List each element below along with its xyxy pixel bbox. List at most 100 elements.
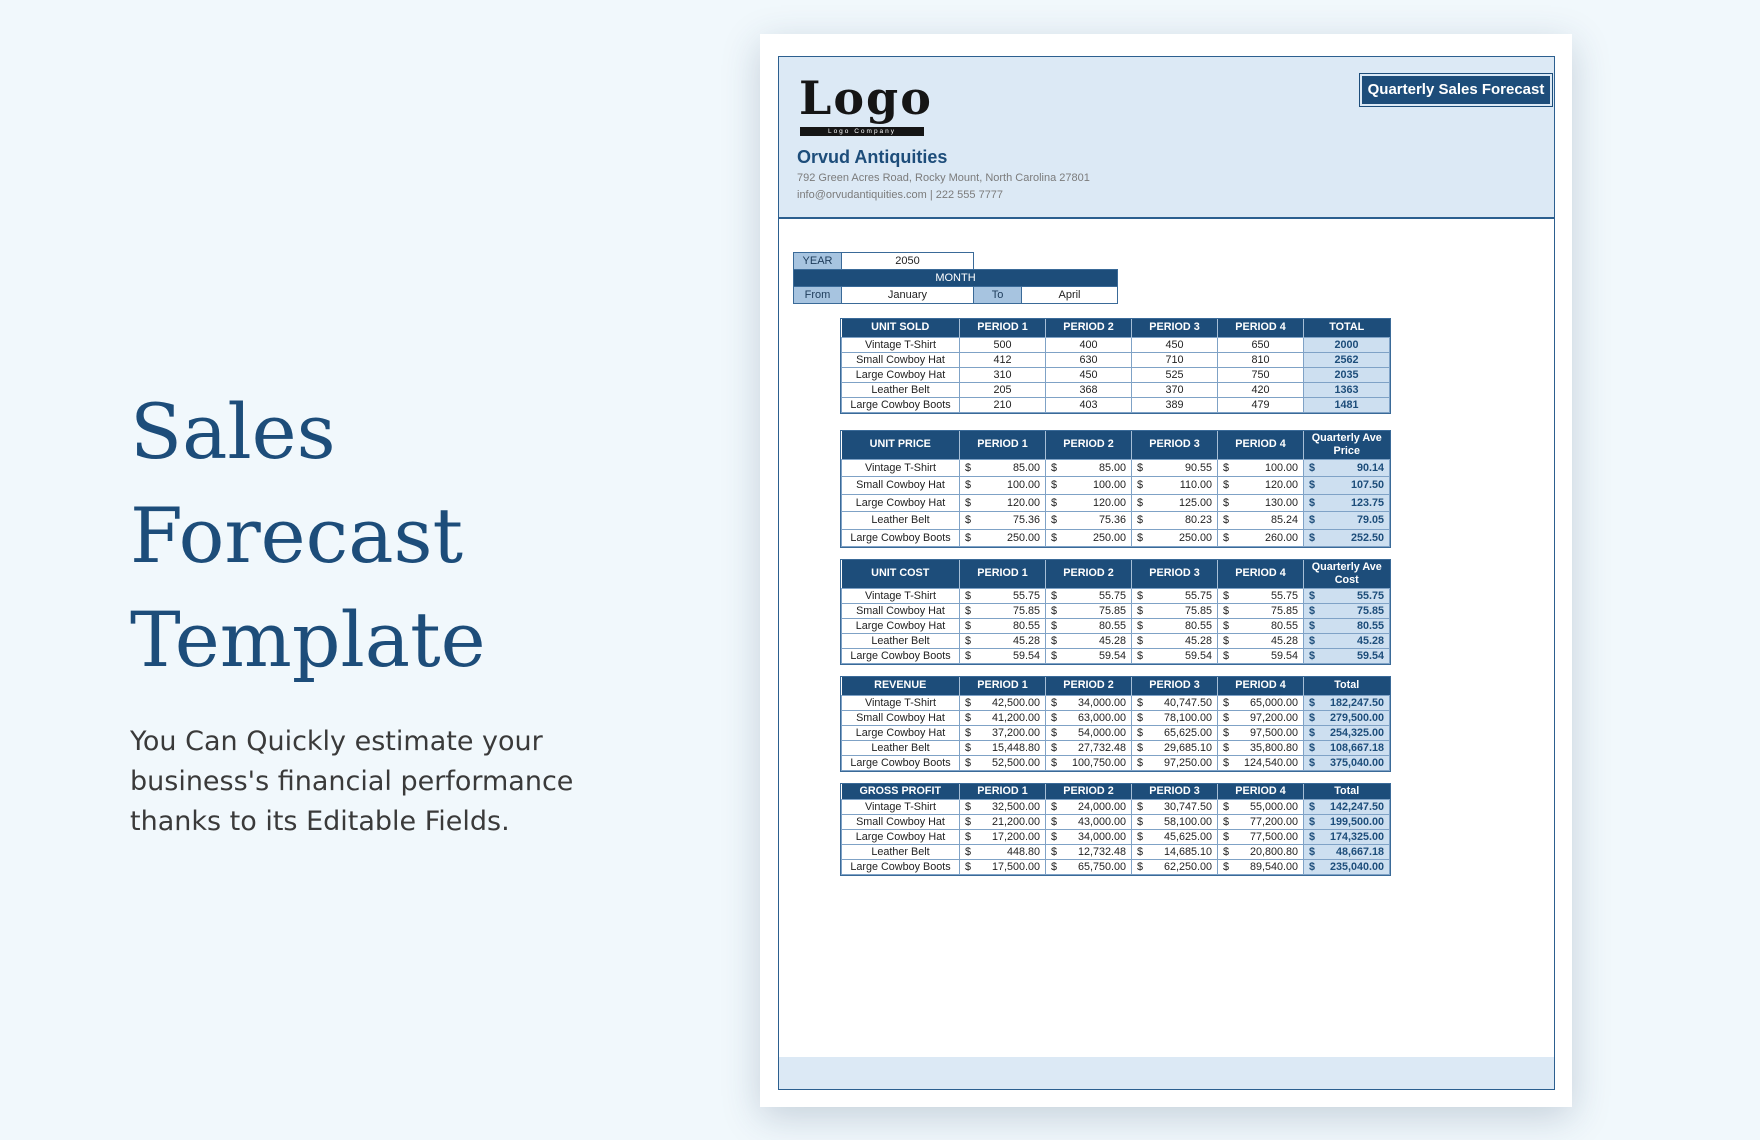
value-cell[interactable]: 525 xyxy=(1131,366,1218,383)
value-cell[interactable]: $85.24 xyxy=(1217,511,1304,530)
value-cell[interactable]: $34,000.00 xyxy=(1045,828,1132,845)
value-cell[interactable]: $52,500.00 xyxy=(959,754,1046,771)
value-cell[interactable]: $120.00 xyxy=(959,493,1046,512)
value-cell[interactable]: $250.00 xyxy=(959,528,1046,547)
year-field[interactable]: 2050 xyxy=(841,252,974,270)
value-cell[interactable]: $77,500.00 xyxy=(1217,828,1304,845)
value-cell[interactable]: 450 xyxy=(1131,336,1218,353)
value-cell[interactable]: 403 xyxy=(1045,396,1132,413)
value-cell[interactable]: $75.85 xyxy=(959,602,1046,619)
value-cell[interactable]: $55,000.00 xyxy=(1217,798,1304,815)
company-contact[interactable]: info@orvudantiquities.com | 222 555 7777 xyxy=(797,189,1004,201)
value-cell[interactable]: 412 xyxy=(959,351,1046,368)
value-cell[interactable]: $120.00 xyxy=(1045,493,1132,512)
value-cell[interactable]: $34,000.00 xyxy=(1045,694,1132,711)
value-cell[interactable]: $29,685.10 xyxy=(1131,739,1218,756)
value-cell[interactable]: $45.28 xyxy=(1131,632,1218,649)
value-cell[interactable]: $120.00 xyxy=(1217,476,1304,495)
value-cell[interactable]: 479 xyxy=(1217,396,1304,413)
value-cell[interactable]: $20,800.80 xyxy=(1217,843,1304,860)
value-cell[interactable]: $55.75 xyxy=(959,587,1046,604)
value-cell[interactable]: $59.54 xyxy=(1045,647,1132,664)
value-cell[interactable]: 368 xyxy=(1045,381,1132,398)
value-cell[interactable]: $75.36 xyxy=(959,511,1046,530)
from-month-field[interactable]: January xyxy=(841,286,974,304)
value-cell[interactable]: 500 xyxy=(959,336,1046,353)
value-cell[interactable]: $97,200.00 xyxy=(1217,709,1304,726)
value-cell[interactable]: $14,685.10 xyxy=(1131,843,1218,860)
value-cell[interactable]: 389 xyxy=(1131,396,1218,413)
value-cell[interactable]: 310 xyxy=(959,366,1046,383)
value-cell[interactable]: 420 xyxy=(1217,381,1304,398)
value-cell[interactable]: $45.28 xyxy=(1217,632,1304,649)
value-cell[interactable]: $17,200.00 xyxy=(959,828,1046,845)
value-cell[interactable]: $65,625.00 xyxy=(1131,724,1218,741)
value-cell[interactable]: $80.23 xyxy=(1131,511,1218,530)
value-cell[interactable]: $75.85 xyxy=(1045,602,1132,619)
to-month-field[interactable]: April xyxy=(1021,286,1118,304)
value-cell[interactable]: $43,000.00 xyxy=(1045,813,1132,830)
value-cell[interactable]: $80.55 xyxy=(1131,617,1218,634)
value-cell[interactable]: $77,200.00 xyxy=(1217,813,1304,830)
value-cell[interactable]: $24,000.00 xyxy=(1045,798,1132,815)
value-cell[interactable]: $85.00 xyxy=(959,458,1046,477)
value-cell[interactable]: $100,750.00 xyxy=(1045,754,1132,771)
value-cell[interactable]: $45.28 xyxy=(1045,632,1132,649)
value-cell[interactable]: $59.54 xyxy=(1217,647,1304,664)
value-cell[interactable]: $42,500.00 xyxy=(959,694,1046,711)
value-cell[interactable]: 750 xyxy=(1217,366,1304,383)
value-cell[interactable]: $130.00 xyxy=(1217,493,1304,512)
value-cell[interactable]: $15,448.80 xyxy=(959,739,1046,756)
value-cell[interactable]: $59.54 xyxy=(959,647,1046,664)
value-cell[interactable]: $250.00 xyxy=(1131,528,1218,547)
value-cell[interactable]: $45.28 xyxy=(959,632,1046,649)
value-cell[interactable]: $58,100.00 xyxy=(1131,813,1218,830)
value-cell[interactable]: $100.00 xyxy=(1217,458,1304,477)
value-cell[interactable]: $75.85 xyxy=(1217,602,1304,619)
value-cell[interactable]: $30,747.50 xyxy=(1131,798,1218,815)
value-cell[interactable]: 450 xyxy=(1045,366,1132,383)
value-cell[interactable]: $65,750.00 xyxy=(1045,858,1132,875)
value-cell[interactable]: $32,500.00 xyxy=(959,798,1046,815)
value-cell[interactable]: $55.75 xyxy=(1217,587,1304,604)
value-cell[interactable]: $75.36 xyxy=(1045,511,1132,530)
value-cell[interactable]: $97,250.00 xyxy=(1131,754,1218,771)
value-cell[interactable]: 810 xyxy=(1217,351,1304,368)
value-cell[interactable]: 650 xyxy=(1217,336,1304,353)
value-cell[interactable]: $125.00 xyxy=(1131,493,1218,512)
value-cell[interactable]: $85.00 xyxy=(1045,458,1132,477)
company-name[interactable]: Orvud Antiquities xyxy=(797,147,948,167)
value-cell[interactable]: $250.00 xyxy=(1045,528,1132,547)
value-cell[interactable]: $110.00 xyxy=(1131,476,1218,495)
value-cell[interactable]: 205 xyxy=(959,381,1046,398)
value-cell[interactable]: $21,200.00 xyxy=(959,813,1046,830)
value-cell[interactable]: $75.85 xyxy=(1131,602,1218,619)
value-cell[interactable]: $63,000.00 xyxy=(1045,709,1132,726)
value-cell[interactable]: $62,250.00 xyxy=(1131,858,1218,875)
value-cell[interactable]: $54,000.00 xyxy=(1045,724,1132,741)
value-cell[interactable]: $89,540.00 xyxy=(1217,858,1304,875)
value-cell[interactable]: $37,200.00 xyxy=(959,724,1046,741)
value-cell[interactable]: $97,500.00 xyxy=(1217,724,1304,741)
value-cell[interactable]: $448.80 xyxy=(959,843,1046,860)
value-cell[interactable]: 710 xyxy=(1131,351,1218,368)
value-cell[interactable]: $59.54 xyxy=(1131,647,1218,664)
value-cell[interactable]: $12,732.48 xyxy=(1045,843,1132,860)
value-cell[interactable]: $78,100.00 xyxy=(1131,709,1218,726)
value-cell[interactable]: $65,000.00 xyxy=(1217,694,1304,711)
value-cell[interactable]: 210 xyxy=(959,396,1046,413)
value-cell[interactable]: $80.55 xyxy=(1217,617,1304,634)
value-cell[interactable]: $80.55 xyxy=(1045,617,1132,634)
value-cell[interactable]: $100.00 xyxy=(959,476,1046,495)
value-cell[interactable]: $41,200.00 xyxy=(959,709,1046,726)
value-cell[interactable]: $100.00 xyxy=(1045,476,1132,495)
value-cell[interactable]: $260.00 xyxy=(1217,528,1304,547)
value-cell[interactable]: 370 xyxy=(1131,381,1218,398)
value-cell[interactable]: $90.55 xyxy=(1131,458,1218,477)
company-address[interactable]: 792 Green Acres Road, Rocky Mount, North… xyxy=(797,172,1090,184)
value-cell[interactable]: 400 xyxy=(1045,336,1132,353)
value-cell[interactable]: $45,625.00 xyxy=(1131,828,1218,845)
value-cell[interactable]: $17,500.00 xyxy=(959,858,1046,875)
value-cell[interactable]: 630 xyxy=(1045,351,1132,368)
value-cell[interactable]: $55.75 xyxy=(1131,587,1218,604)
